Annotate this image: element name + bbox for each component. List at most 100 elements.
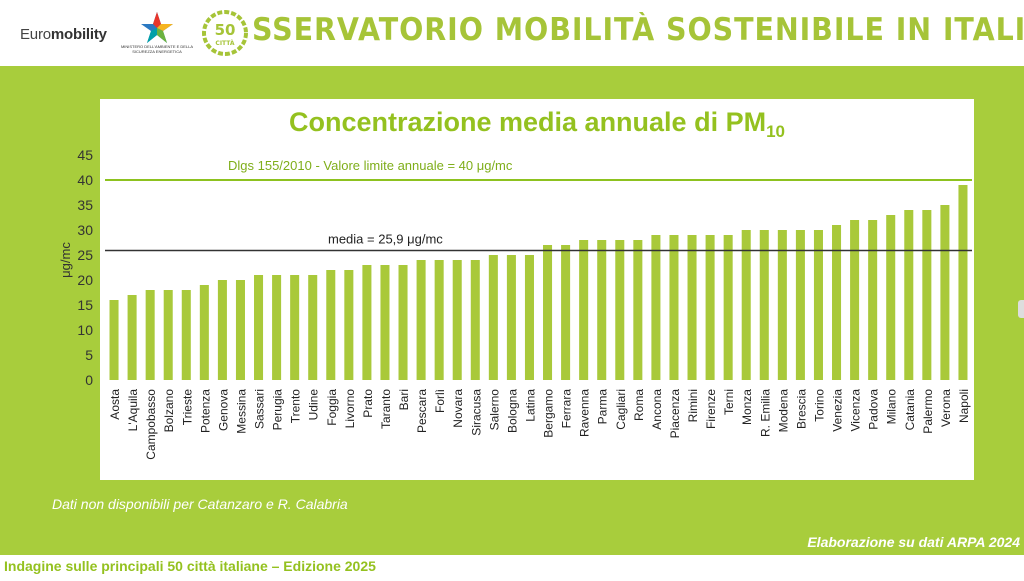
50-citta-badge: 50 CITTÀ xyxy=(202,10,248,56)
data-source: Elaborazione su dati ARPA 2024 xyxy=(807,534,1020,550)
x-tick-label: Udine xyxy=(307,389,321,421)
bar-venezia xyxy=(832,225,842,380)
bar-l-aquila xyxy=(127,295,137,380)
bar-trento xyxy=(290,275,300,380)
bar-trieste xyxy=(181,290,191,380)
bar-bolzano xyxy=(163,290,173,380)
x-tick-label: Bergamo xyxy=(542,389,556,438)
y-tick-label: 10 xyxy=(77,322,93,338)
x-tick-label: Taranto xyxy=(379,389,393,429)
ministry-star-logo xyxy=(141,12,173,43)
scroll-handle[interactable] xyxy=(1018,300,1024,318)
x-tick-label: Catania xyxy=(903,389,917,431)
bar-padova xyxy=(868,220,878,380)
y-tick-label: 0 xyxy=(85,372,93,388)
x-tick-label: Parma xyxy=(596,389,610,425)
bar-ferrara xyxy=(561,245,571,380)
x-tick-label: Monza xyxy=(740,389,754,425)
bar-brescia xyxy=(795,230,805,380)
ministry-text: MINISTERO DELL'AMBIENTE E DELLA SICUREZZ… xyxy=(120,44,194,54)
x-tick-label: Aosta xyxy=(108,389,122,420)
edition-label: Indagine sulle principali 50 città itali… xyxy=(4,558,376,574)
bar-genova xyxy=(217,280,227,380)
x-tick-label: Milano xyxy=(885,389,899,425)
x-tick-label: Firenze xyxy=(704,389,718,429)
bar-prato xyxy=(362,265,372,380)
y-tick-label: 25 xyxy=(77,247,93,263)
x-tick-label: L'Aquila xyxy=(126,389,140,432)
badge-label: CITTÀ xyxy=(215,40,234,47)
observatory-title: SSERVATORIO MOBILITÀ SOSTENIBILE IN ITAL… xyxy=(252,12,1024,48)
x-tick-label: Rimini xyxy=(686,389,700,422)
x-tick-label: Ancona xyxy=(650,389,664,430)
bar-rimini xyxy=(687,235,697,380)
bar-cagliari xyxy=(615,240,625,380)
bar-latina xyxy=(524,255,534,380)
x-tick-label: Salerno xyxy=(487,389,501,431)
x-tick-label: Prato xyxy=(361,389,375,418)
bar-siracusa xyxy=(470,260,480,380)
bar-verona xyxy=(940,205,950,380)
bar-bologna xyxy=(506,255,516,380)
x-tick-label: Novara xyxy=(451,389,465,428)
x-tick-label: Torino xyxy=(812,389,826,422)
y-tick-label: 20 xyxy=(77,272,93,288)
y-tick-label: 45 xyxy=(77,147,93,163)
x-tick-label: Bari xyxy=(397,389,411,410)
bar-piacenza xyxy=(669,235,679,380)
bar-campobasso xyxy=(145,290,155,380)
bar-roma xyxy=(633,240,643,380)
x-tick-label: Potenza xyxy=(198,389,212,433)
chart-title-text: Concentrazione media annuale di PM xyxy=(288,107,767,137)
x-tick-label: Roma xyxy=(632,389,646,421)
x-tick-label: Campobasso xyxy=(144,389,158,460)
x-tick-label: Trieste xyxy=(180,389,194,426)
x-tick-label: Padova xyxy=(867,389,881,430)
bar-ancona xyxy=(651,235,661,380)
x-tick-label: Perugia xyxy=(271,389,285,431)
bar-potenza xyxy=(199,285,209,380)
logo-text-light: Euro xyxy=(20,26,51,43)
x-tick-label: Bologna xyxy=(505,389,519,433)
bar-torino xyxy=(813,230,823,380)
x-tick-label: Piacenza xyxy=(668,389,682,439)
bar-firenze xyxy=(705,235,715,380)
chart-panel xyxy=(100,99,974,480)
y-tick-label: 5 xyxy=(85,347,93,363)
x-tick-label: Pescara xyxy=(415,389,429,433)
header: Euromobility MINISTERO DELL'AMBIENTE E D… xyxy=(0,0,1024,66)
y-tick-label: 15 xyxy=(77,297,93,313)
x-tick-label: Sassari xyxy=(253,389,267,429)
x-tick-label: Vicenza xyxy=(849,389,863,432)
mean-line-label: media = 25,9 μg/mc xyxy=(328,232,443,247)
x-tick-label: R. Emilia xyxy=(758,389,772,437)
x-tick-label: Latina xyxy=(523,389,537,422)
x-tick-label: Foggia xyxy=(325,389,339,426)
limit-line-label: Dlgs 155/2010 - Valore limite annuale = … xyxy=(228,158,513,173)
bar-milano xyxy=(886,215,896,380)
x-tick-label: Ferrara xyxy=(560,389,574,429)
x-tick-label: Ravenna xyxy=(578,389,592,437)
bar-livorno xyxy=(344,270,354,380)
x-tick-label: Genova xyxy=(216,389,230,431)
bar-taranto xyxy=(380,265,390,380)
x-tick-label: Palermo xyxy=(921,389,935,434)
y-tick-label: 30 xyxy=(77,222,93,238)
badge-number: 50 xyxy=(215,21,236,39)
logo-text-bold: mobility xyxy=(50,26,107,43)
bar-modena xyxy=(777,230,787,380)
x-tick-label: Brescia xyxy=(794,389,808,429)
bar-salerno xyxy=(488,255,498,380)
y-axis-label: μg/mc xyxy=(58,242,73,278)
chart-title: Concentrazione media annuale di PM10 xyxy=(100,107,974,142)
bar-perugia xyxy=(272,275,282,380)
bar-udine xyxy=(308,275,318,380)
bar-aosta xyxy=(109,300,119,380)
x-tick-label: Verona xyxy=(939,389,953,427)
bar-palermo xyxy=(922,210,932,380)
bar-r-emilia xyxy=(759,230,769,380)
bar-catania xyxy=(904,210,914,380)
x-tick-label: Terni xyxy=(722,389,736,415)
x-tick-label: Napoli xyxy=(957,389,971,423)
